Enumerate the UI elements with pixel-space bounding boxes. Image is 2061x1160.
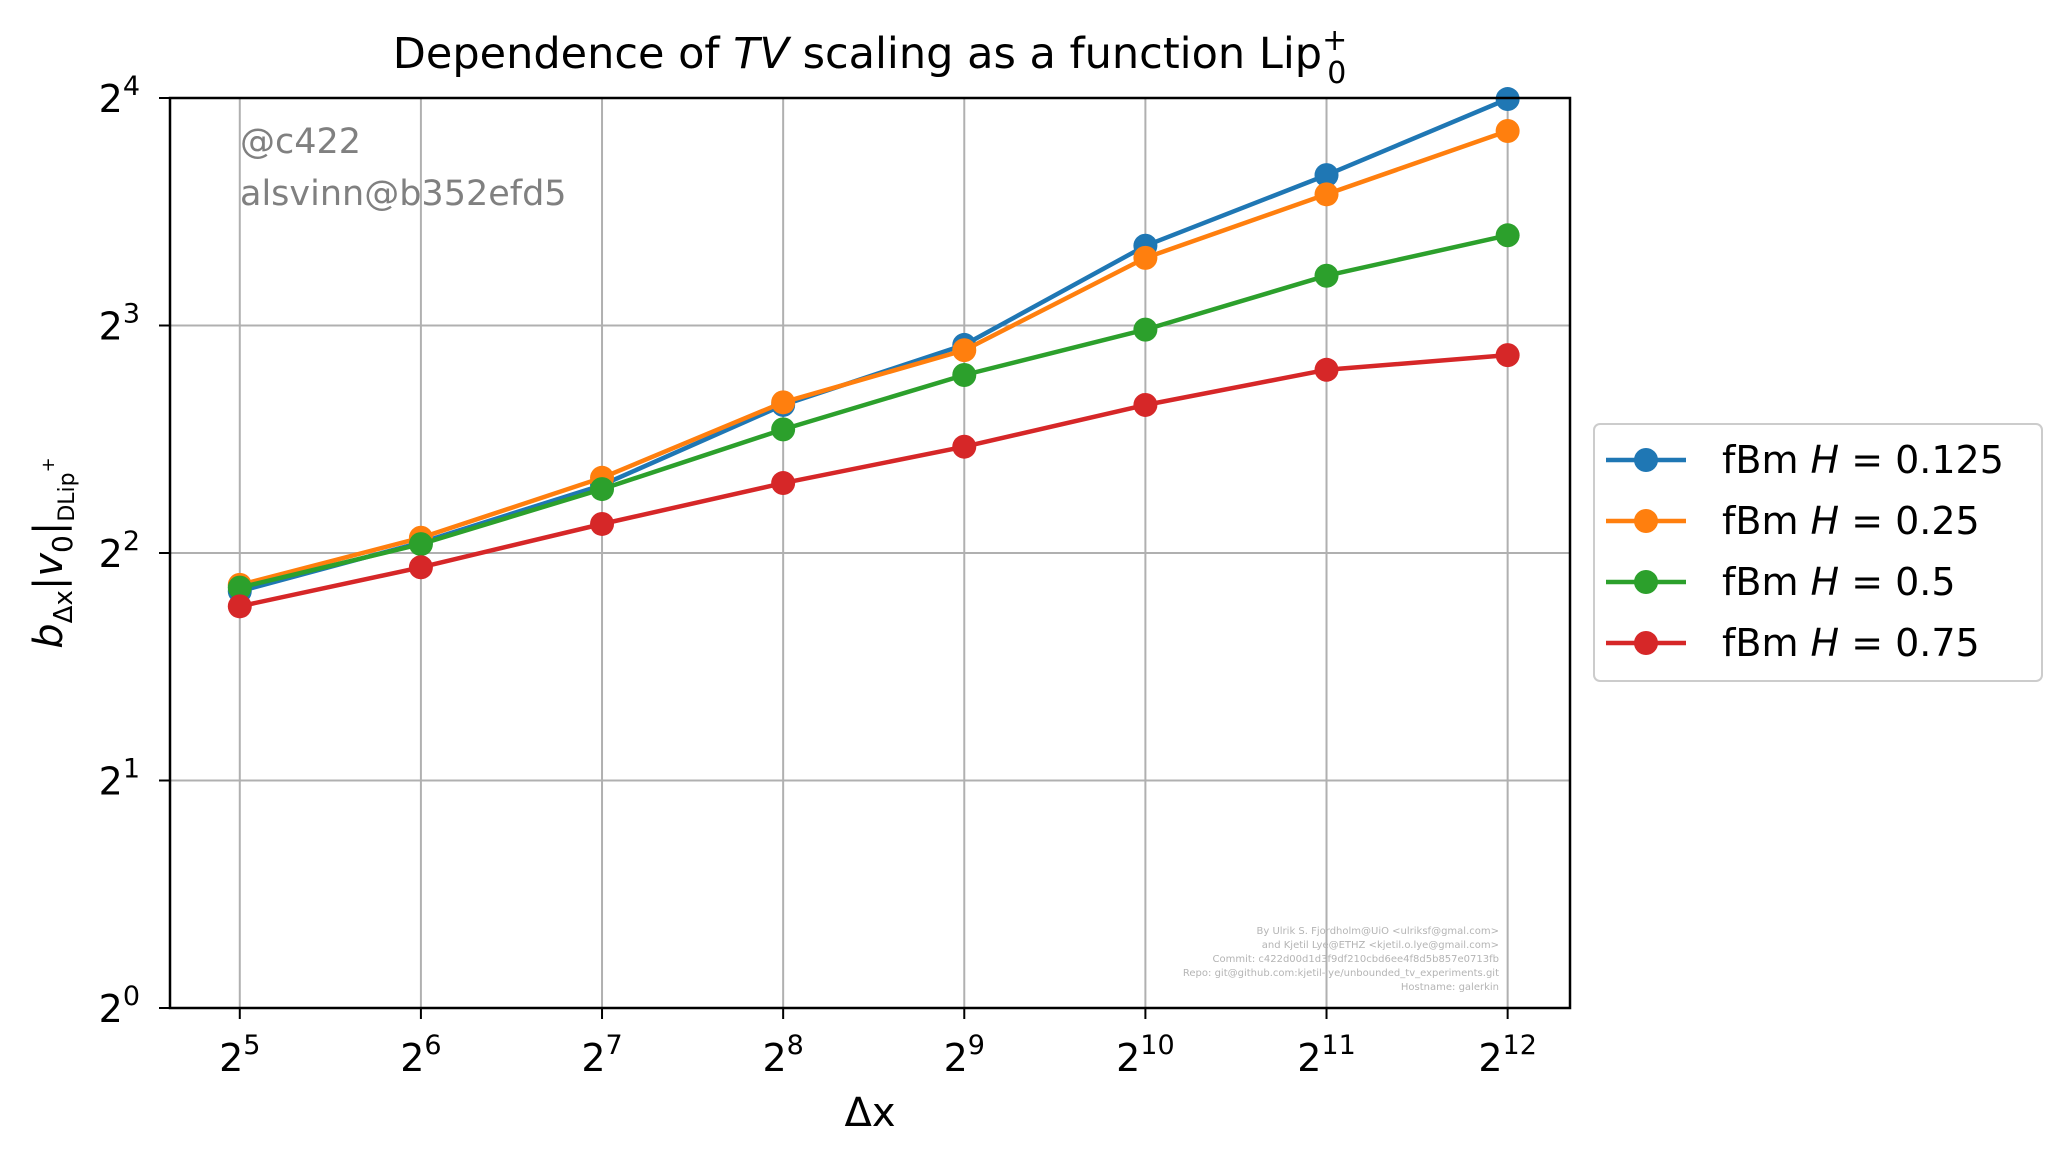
legend-label: fBm H = 0.125 bbox=[1722, 438, 2004, 482]
credits-line-5: Hostname: galerkin bbox=[1401, 982, 1499, 993]
credits-block: By Ulrik S. Fjordholm@UiO <ulriksf@gmal.… bbox=[1183, 926, 1499, 993]
series-2 bbox=[227, 223, 1520, 600]
y-axis-label: bΔx|v0|DLip+ bbox=[26, 457, 80, 648]
data-point bbox=[408, 555, 433, 580]
x-tick-label: 212 bbox=[1478, 1030, 1537, 1080]
legend-label: fBm H = 0.75 bbox=[1722, 621, 1980, 665]
series-line bbox=[239, 233, 1509, 590]
data-point bbox=[1133, 392, 1158, 417]
data-point bbox=[227, 575, 252, 600]
data-point bbox=[408, 532, 433, 557]
y-tick-label: 22 bbox=[99, 526, 140, 576]
legend-label: fBm H = 0.25 bbox=[1722, 499, 1980, 543]
data-point bbox=[1314, 182, 1339, 207]
series-line bbox=[239, 352, 1508, 609]
data-point bbox=[1495, 118, 1520, 143]
x-tick-label: 25 bbox=[219, 1030, 260, 1080]
series-line bbox=[239, 128, 1509, 588]
x-tick-label: 210 bbox=[1116, 1030, 1175, 1080]
credits-line-2: and Kjetil Lye@ETHZ <kjetil.o.lye@gmail.… bbox=[1262, 940, 1499, 951]
legend-item: fBm H = 0.25 bbox=[1606, 499, 1980, 543]
legend-marker bbox=[1634, 448, 1658, 472]
data-point bbox=[771, 390, 796, 415]
axis-ticks: 25 26 27 28 29 210 211 212 20 21 22 23 24 bbox=[99, 71, 1537, 1080]
series-3 bbox=[227, 343, 1520, 619]
legend-marker bbox=[1634, 509, 1658, 533]
data-point bbox=[771, 471, 796, 496]
legend-label: fBm H = 0.5 bbox=[1722, 560, 1956, 604]
data-point bbox=[952, 363, 977, 388]
data-point bbox=[1314, 357, 1339, 382]
x-tick-label: 27 bbox=[581, 1030, 622, 1080]
legend-items: fBm H = 0.125 fBm H = 0.25 fBm H = 0.5 fBm … bbox=[1606, 438, 2004, 665]
y-tick-label: 24 bbox=[99, 71, 140, 121]
data-point bbox=[1495, 343, 1520, 368]
data-point bbox=[952, 434, 977, 459]
credits-line-3: Commit: c422d00d1d3f9df210cbd6ee4f8d5b85… bbox=[1213, 954, 1499, 965]
series-layer bbox=[227, 87, 1520, 619]
x-tick-label: 29 bbox=[944, 1030, 985, 1080]
data-point bbox=[1314, 163, 1339, 188]
data-point bbox=[771, 417, 796, 442]
data-point bbox=[1314, 263, 1339, 288]
watermark-commit-short: @c422 bbox=[240, 122, 361, 162]
legend-item: fBm H = 0.125 bbox=[1606, 438, 2004, 482]
data-point bbox=[590, 477, 615, 502]
x-tick-label: 211 bbox=[1297, 1030, 1356, 1080]
y-tick-label: 20 bbox=[99, 981, 140, 1031]
data-point bbox=[1133, 317, 1158, 342]
data-point bbox=[1495, 223, 1520, 248]
data-point bbox=[952, 338, 977, 363]
data-point bbox=[590, 511, 615, 536]
legend-marker bbox=[1634, 570, 1658, 594]
x-tick-label: 28 bbox=[762, 1030, 803, 1080]
legend-item: fBm H = 0.5 bbox=[1606, 560, 1956, 604]
watermark-alsvinn: alsvinn@b352efd5 bbox=[240, 174, 567, 214]
chart-title: Dependence of TV scaling as a function L… bbox=[393, 23, 1347, 91]
y-tick-label: 23 bbox=[99, 299, 140, 349]
data-point bbox=[1133, 245, 1158, 270]
legend-marker bbox=[1634, 631, 1658, 655]
y-tick-label: 21 bbox=[99, 754, 140, 804]
data-point bbox=[227, 594, 252, 619]
legend-box bbox=[1593, 423, 2043, 682]
x-tick-label: 26 bbox=[400, 1030, 441, 1080]
legend-item: fBm H = 0.75 bbox=[1606, 621, 1980, 665]
legend: fBm H = 0.125 fBm H = 0.25 fBm H = 0.5 fBm … bbox=[1593, 423, 2043, 682]
x-axis-label: Δx bbox=[844, 1090, 895, 1136]
credits-line-1: By Ulrik S. Fjordholm@UiO <ulriksf@gmal.… bbox=[1257, 926, 1500, 937]
credits-line-4: Repo: git@github.com:kjetil-lye/unbounde… bbox=[1183, 968, 1499, 979]
